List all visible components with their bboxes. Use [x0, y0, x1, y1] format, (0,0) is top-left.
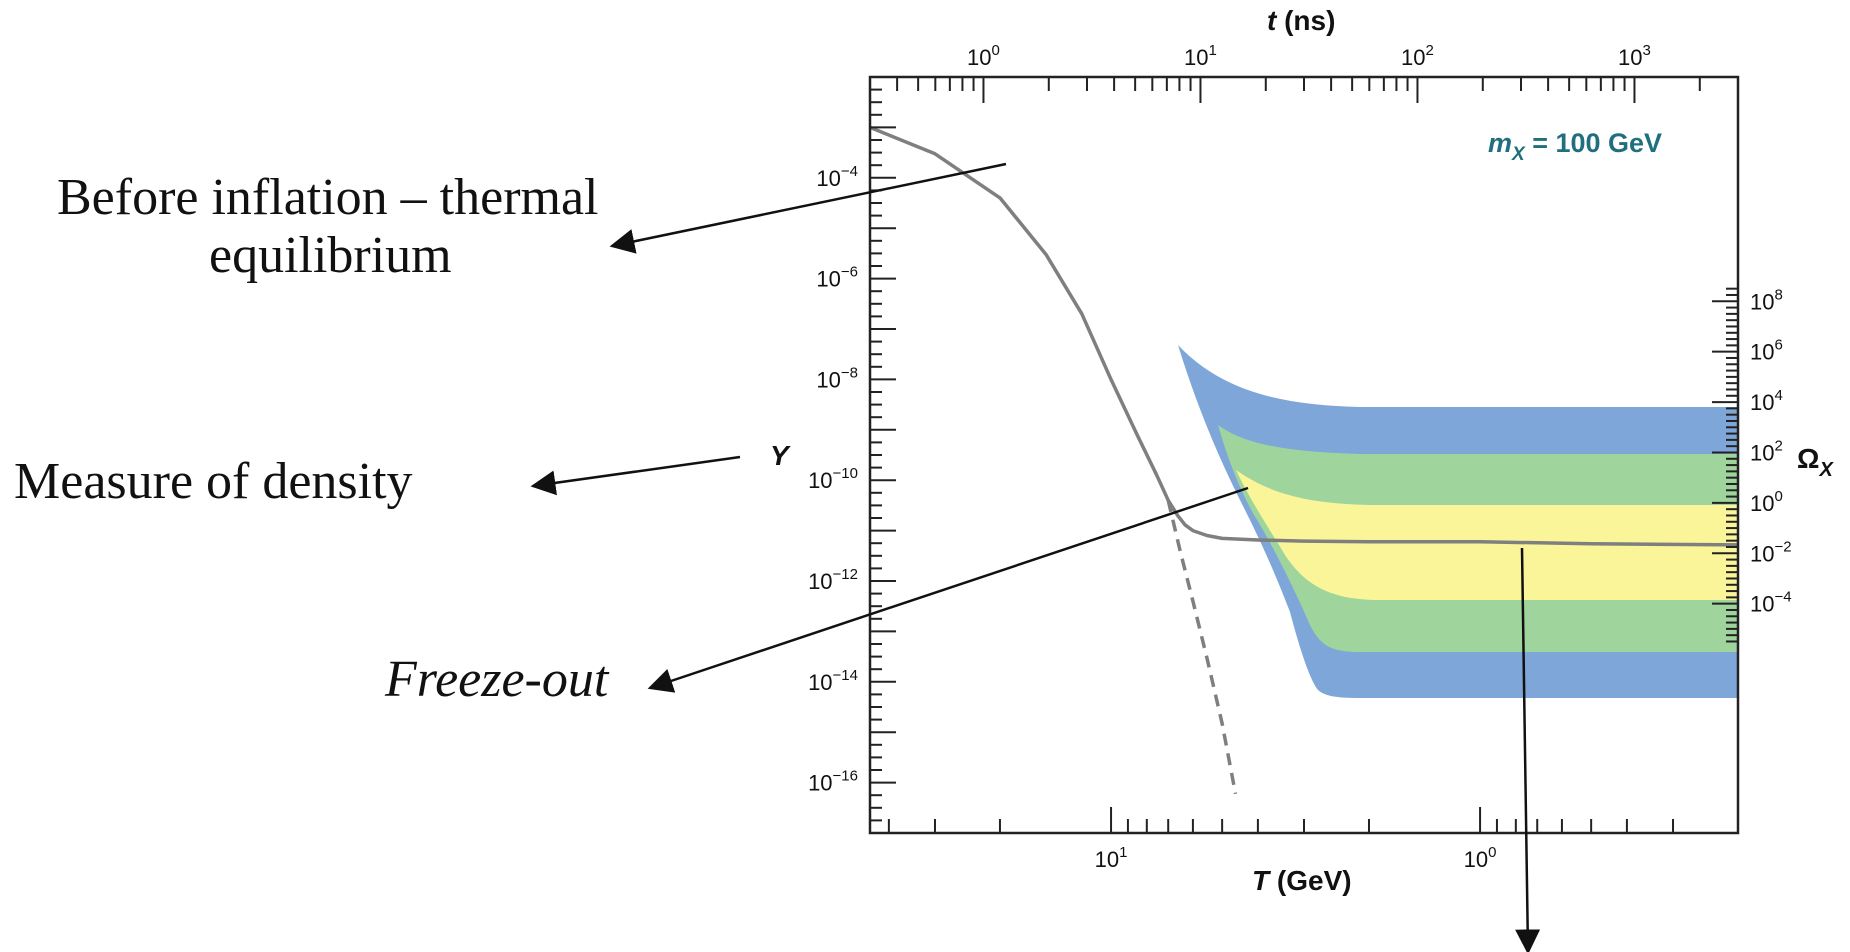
x-tick-label: 101	[1095, 844, 1128, 872]
x-top-tick-label: 103	[1618, 42, 1651, 70]
x-top-tick-label: 102	[1401, 42, 1434, 70]
y-tick-label: 10−4	[816, 163, 858, 191]
y-right-tick-label: 106	[1750, 337, 1783, 365]
annotation-freeze-out: Freeze-out	[384, 651, 610, 708]
y-right-tick-label: 100	[1750, 488, 1783, 516]
mass-annotation: mX = 100 GeV	[1488, 128, 1662, 165]
y-tick-label: 10−14	[808, 667, 858, 695]
y-tick-label: 10−8	[816, 364, 858, 392]
x-tick-label: 100	[1464, 844, 1497, 872]
x-top-tick-label: 100	[967, 42, 1000, 70]
y-tick-label: 10−12	[808, 566, 858, 594]
annotation-before-inflation-line2: equilibrium	[209, 227, 452, 284]
arrow-measure-of-density	[530, 455, 741, 496]
y-tick-label: 10−16	[808, 768, 858, 796]
y-right-tick-label: 10−2	[1750, 538, 1792, 566]
x-top-tick-label: 101	[1184, 42, 1217, 70]
arrow-freeze-out	[647, 486, 1249, 693]
annotation-measure-of-density: Measure of density	[14, 453, 413, 510]
equilibrium-dashed-curve	[1166, 499, 1238, 795]
abundance-curve	[870, 125, 1738, 547]
x-top-axis-label: t (ns)	[1267, 5, 1335, 36]
annotation-before-inflation-line1: Before inflation – thermal	[57, 169, 598, 226]
relic-density-chart: 10−4 10−6 10−8 10−10 10−12 10−14 10−16 108 106 10…	[770, 5, 1834, 896]
y-right-tick-label: 108	[1750, 286, 1783, 314]
y-tick-label: 10−6	[816, 264, 858, 292]
y-right-axis-label: ΩX	[1797, 443, 1834, 481]
y-tick-label: 10−10	[808, 465, 858, 493]
arrow-relic-value	[1515, 547, 1541, 952]
x-axis-label: T (GeV)	[1252, 865, 1352, 896]
annotations: Before inflation – thermal equilibrium M…	[14, 162, 1541, 952]
yellow-band-area	[1236, 470, 1738, 600]
y-right-tick-label: 104	[1750, 387, 1783, 415]
y-axis-label: Y	[770, 440, 791, 471]
arrow-before-inflation	[609, 162, 1007, 254]
y-right-tick-label: 10−4	[1750, 589, 1792, 617]
y-right-tick-label: 102	[1750, 437, 1783, 465]
